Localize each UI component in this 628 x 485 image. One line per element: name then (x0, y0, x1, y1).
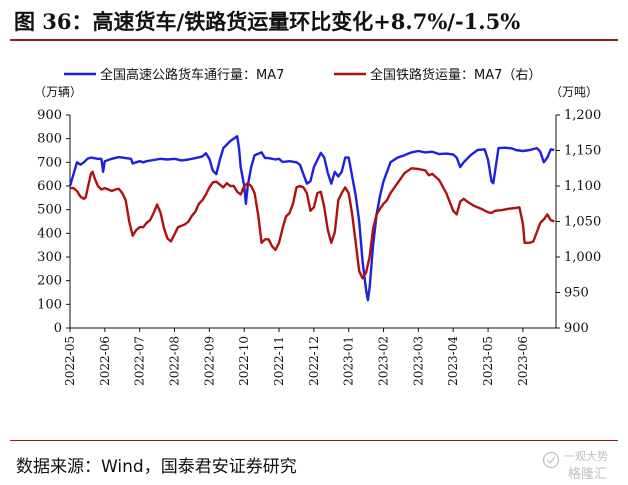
series-line-highway (68, 135, 555, 302)
x-tick-label: 2023-03 (411, 336, 425, 386)
x-tick-label: 2022-06 (98, 336, 112, 386)
x-tick-label: 2022-09 (202, 336, 216, 386)
watermark: 一观大势 格隆汇 (540, 445, 626, 483)
y-left-tick-label: 300 (37, 250, 62, 265)
x-tick-label: 2023-02 (377, 336, 391, 386)
x-tick-label: 2023-06 (516, 336, 530, 386)
x-tick-label: 2023-01 (342, 336, 356, 386)
x-tick-label: 2022-12 (307, 336, 321, 386)
x-tick-label: 2022-07 (133, 336, 147, 386)
y-left-tick-label: 600 (37, 179, 62, 194)
y-right-tick-label: 1,100 (564, 179, 601, 194)
x-tick-label: 2022-11 (272, 336, 286, 386)
series-line-rail (70, 167, 555, 280)
y-left-tick-label: 100 (37, 297, 62, 312)
chart-area: 0 100 200 300 400 500 600 700 800 900 900 950 1,000 1… (0, 44, 628, 436)
y-left-tick-label: 400 (37, 226, 62, 241)
legend-label-highway: 全国高速公路货车通行量：MA7 (100, 67, 284, 83)
x-tick-label: 2022-08 (168, 336, 182, 386)
watermark-line2: 格隆汇 (568, 467, 608, 482)
logo-icon (542, 451, 560, 469)
y-right-tick-label: 1,200 (564, 108, 601, 123)
y-right-unit-label: （万吨） (550, 85, 598, 99)
y-left-unit-label: （万辆） (34, 85, 82, 99)
y-right-tick-label: 900 (564, 321, 589, 336)
y-left-tick-label: 500 (37, 203, 62, 218)
line-chart: 0 100 200 300 400 500 600 700 800 900 900 950 1,000 1… (34, 67, 601, 386)
legend-label-rail: 全国铁路货运量：MA7（右） (370, 67, 541, 83)
footer-divider (10, 440, 618, 441)
y-left-tick-label: 0 (54, 321, 62, 336)
y-left-tick-label: 900 (37, 108, 62, 123)
y-right-tick-label: 1,050 (564, 215, 601, 230)
y-right-tick-label: 1,150 (564, 144, 601, 159)
y-left-tick-label: 200 (37, 274, 62, 289)
x-tick-label: 2022-05 (63, 336, 77, 386)
x-tick-label: 2022-10 (237, 336, 251, 386)
figure-title: 图 36：高速货车/铁路货运量环比变化+8.7%/-1.5% (14, 9, 521, 34)
watermark-line1: 一观大势 (564, 450, 608, 463)
source-note: 数据来源：Wind，国泰君安证券研究 (16, 457, 297, 477)
y-right-tick-label: 950 (564, 286, 589, 301)
x-tick-label: 2023-05 (481, 336, 495, 386)
figure-title-bar: 图 36：高速货车/铁路货运量环比变化+8.7%/-1.5% (0, 0, 628, 41)
y-left-tick-label: 800 (37, 132, 62, 147)
x-tick-label: 2023-04 (446, 336, 460, 386)
y-left-tick-label: 700 (37, 155, 62, 170)
y-right-tick-label: 1,000 (564, 250, 601, 265)
title-divider (10, 39, 618, 41)
